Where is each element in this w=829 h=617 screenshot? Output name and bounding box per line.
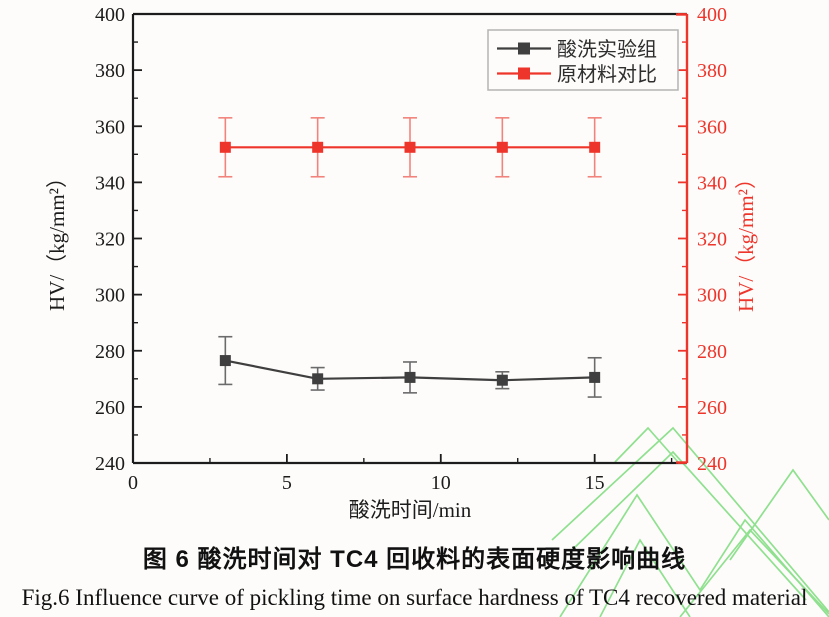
y-tick-label: 280 [95, 341, 125, 363]
x-axis: 0 5 10 15 酸洗时间/min [128, 454, 673, 522]
y-tick-label: 260 [95, 397, 125, 419]
data-point-marker [404, 371, 416, 383]
legend-box [487, 29, 679, 91]
y-tick-label-right: 280 [697, 341, 727, 363]
legend-marker-square [518, 67, 530, 80]
data-point-marker [404, 141, 416, 153]
y-tick-label-right: 260 [697, 397, 727, 419]
x-tick-label: 15 [585, 472, 605, 494]
y-tick-label: 320 [95, 229, 125, 251]
y-axis-right: 240 260 280 300 320 340 360 380 400 HV/（kg/mm²） [678, 4, 758, 475]
figure-caption-chinese: 图 6 酸洗时间对 TC4 回收料的表面硬度影响曲线 [142, 546, 687, 573]
hardness-line-chart: 0 5 10 15 酸洗时间/min 240 260 280 300 320 340 360 380 40… [45, 4, 758, 522]
legend-entry-label: 原材料对比 [557, 63, 657, 86]
y-tick-label: 340 [95, 172, 125, 194]
data-point-marker [312, 373, 324, 385]
x-tick-label: 5 [282, 472, 292, 494]
legend-entry-label: 酸洗实验组 [557, 38, 657, 61]
y-axis-title-right: HV/（kg/mm²） [734, 168, 758, 312]
data-point-marker [496, 141, 508, 153]
legend-marker-square [518, 42, 530, 55]
y-tick-label: 360 [95, 116, 125, 138]
y-tick-label-right: 340 [697, 172, 727, 194]
x-tick-label: 0 [128, 472, 138, 494]
y-tick-label-right: 400 [697, 4, 727, 26]
data-point-marker [312, 141, 324, 153]
x-tick-label: 10 [431, 472, 451, 494]
y-tick-label-right: 360 [697, 116, 727, 138]
y-axis-title-left: HV/（kg/mm²） [45, 167, 69, 311]
series-raw-material [218, 117, 602, 178]
data-point-marker [589, 371, 601, 383]
y-tick-label-right: 300 [697, 285, 727, 307]
y-axis-left: 240 260 280 300 320 340 360 380 400 HV/（kg/mm²） [45, 4, 142, 475]
data-point-marker [496, 374, 508, 386]
y-tick-label: 300 [95, 285, 125, 307]
data-point-marker [589, 141, 601, 153]
y-tick-label: 380 [95, 60, 125, 82]
data-point-marker [219, 141, 231, 153]
data-point-marker [219, 355, 231, 367]
x-axis-title: 酸洗时间/min [349, 498, 472, 522]
y-tick-label-right: 320 [697, 229, 727, 251]
series-pickling-experiment [218, 335, 602, 398]
y-tick-label: 400 [95, 4, 125, 26]
y-tick-label-right: 380 [697, 60, 727, 82]
figure-caption-english: Fig.6 Influence curve of pickling time o… [21, 585, 808, 610]
y-tick-label: 240 [95, 453, 125, 475]
y-tick-label-right: 240 [697, 453, 727, 475]
